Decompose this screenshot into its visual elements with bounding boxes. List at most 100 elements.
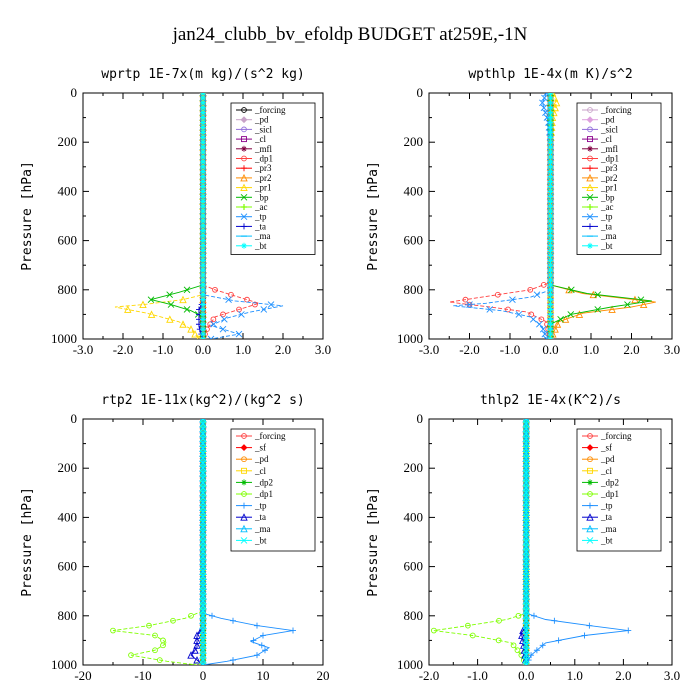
legend-label: _dp1 — [600, 154, 619, 164]
data-point — [199, 597, 207, 605]
data-point — [230, 657, 236, 664]
data-point — [536, 320, 543, 328]
data-point — [581, 632, 588, 639]
x-tick-label: 3.0 — [315, 342, 331, 357]
data-point — [522, 563, 530, 570]
legend-marker — [587, 242, 593, 249]
legend-label: _cl — [600, 466, 612, 476]
data-point — [547, 272, 554, 279]
x-tick-label: 2.0 — [623, 342, 639, 357]
x-tick-label: -2.0 — [419, 668, 440, 683]
data-point — [547, 242, 554, 249]
data-point — [200, 94, 206, 101]
data-point — [199, 558, 207, 565]
data-point — [631, 295, 639, 304]
legend-label: _ma — [600, 231, 617, 241]
legend-marker — [587, 456, 593, 463]
legend-label: _dp2 — [600, 477, 619, 487]
legend-marker — [241, 456, 247, 463]
data-point — [199, 459, 207, 467]
data-point — [200, 276, 206, 283]
data-point — [551, 103, 559, 112]
legend-marker — [240, 213, 248, 221]
legend-marker — [587, 165, 593, 172]
data-point — [199, 464, 207, 472]
data-point — [625, 627, 632, 634]
x-tick-label: -1.0 — [153, 342, 174, 357]
legend-marker — [241, 145, 247, 152]
data-point — [235, 330, 243, 338]
data-point — [167, 301, 175, 308]
data-point — [522, 568, 530, 575]
legend-marker — [241, 502, 247, 509]
data-point — [199, 582, 207, 590]
x-tick-label: -1.0 — [500, 342, 521, 357]
legend-marker — [240, 173, 248, 182]
data-point — [547, 208, 554, 215]
data-point — [469, 632, 476, 639]
data-point — [250, 637, 257, 644]
data-point — [200, 222, 206, 229]
data-point — [522, 445, 530, 452]
legend-label: _forcing — [600, 105, 632, 115]
data-point — [220, 311, 226, 318]
data-point — [209, 612, 215, 619]
data-point — [539, 99, 546, 107]
legend-marker — [587, 223, 593, 230]
y-tick-label: 0 — [417, 85, 424, 100]
data-point — [547, 311, 554, 318]
data-point — [543, 93, 550, 97]
data-point — [200, 193, 206, 200]
data-point — [228, 291, 234, 298]
data-point — [547, 99, 554, 106]
data-point — [522, 592, 530, 600]
legend-label: _bt — [600, 535, 613, 545]
data-point — [522, 548, 530, 556]
data-point — [522, 450, 530, 457]
data-point — [547, 188, 554, 195]
series-line-bp — [150, 93, 204, 339]
data-point — [199, 504, 207, 511]
data-point — [200, 247, 206, 254]
data-point — [547, 321, 554, 328]
data-point — [147, 310, 156, 318]
data-point — [199, 632, 207, 639]
legend-label: _pr2 — [600, 173, 618, 183]
data-point — [200, 144, 206, 151]
legend-marker — [241, 204, 247, 210]
chart-panel-1: wprtp 1E-7x(m kg)/(s^2 kg) Pressure [hPa]… — [20, 67, 331, 357]
data-point — [200, 286, 206, 293]
legend-label: _ac — [600, 202, 614, 212]
data-point — [547, 153, 554, 160]
data-point — [199, 607, 207, 615]
data-point — [200, 291, 206, 298]
data-point — [547, 134, 554, 141]
data-point — [539, 642, 546, 649]
data-point — [567, 311, 575, 318]
data-point — [200, 237, 206, 244]
data-point — [183, 306, 191, 313]
data-point — [486, 306, 494, 313]
data-point — [522, 489, 530, 497]
data-point — [200, 114, 206, 121]
legend-marker — [240, 537, 248, 544]
data-point — [200, 149, 206, 156]
data-point — [522, 632, 530, 639]
data-point — [193, 631, 201, 639]
legend-marker — [240, 524, 248, 533]
data-point — [522, 479, 530, 487]
data-point — [260, 632, 266, 639]
y-tick-label: 600 — [58, 559, 78, 574]
data-point — [200, 326, 206, 333]
data-point — [547, 252, 554, 259]
data-point — [522, 514, 530, 521]
legend-marker — [240, 444, 248, 452]
data-point — [199, 440, 207, 447]
legend-marker — [587, 502, 593, 509]
data-point — [639, 300, 648, 309]
series-line-dp1 — [433, 419, 527, 665]
data-point — [522, 523, 530, 531]
legend-label: _cl — [254, 134, 266, 144]
data-point — [637, 296, 645, 303]
data-point — [495, 637, 502, 644]
